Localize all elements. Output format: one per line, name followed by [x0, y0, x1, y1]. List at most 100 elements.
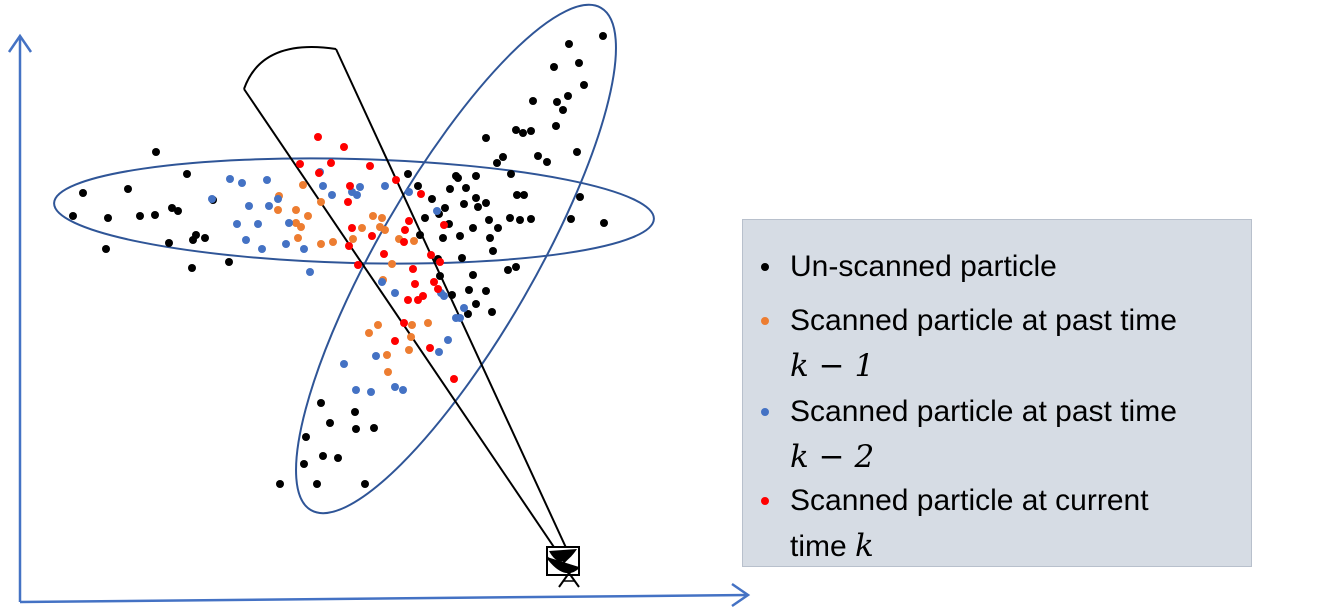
- particle-past-k2-10: [242, 236, 250, 244]
- particle-past-k2-27: [456, 314, 464, 322]
- particle-unscanned-45: [421, 214, 429, 222]
- particle-past-k1-8: [294, 234, 302, 242]
- particle-unscanned-79: [489, 247, 497, 255]
- particle-unscanned-46: [439, 234, 447, 242]
- legend-label-current-line2: time k: [790, 528, 874, 565]
- particle-past-k2-4: [263, 176, 271, 184]
- legend-math-k2: k − 2: [790, 439, 875, 475]
- particle-unscanned-0: [152, 148, 160, 156]
- particle-current-14: [368, 232, 376, 240]
- particle-unscanned-65: [576, 193, 584, 201]
- particle-past-k1-1: [299, 181, 307, 189]
- particle-past-k2-12: [282, 240, 290, 248]
- particle-unscanned-67: [600, 219, 608, 227]
- particle-past-k2-34: [367, 388, 375, 396]
- legend-label-current: Scanned particle at current: [790, 484, 1149, 517]
- particle-unscanned-35: [506, 214, 514, 222]
- particle-current-29: [426, 344, 434, 352]
- particle-unscanned-2: [124, 185, 132, 193]
- particle-current-30: [450, 375, 458, 383]
- x-axis: [19, 593, 749, 604]
- particle-current-15: [345, 242, 353, 250]
- particle-unscanned-48: [482, 134, 490, 142]
- particle-past-k2-33: [352, 386, 360, 394]
- particle-unscanned-91: [352, 425, 360, 433]
- particle-unscanned-15: [225, 258, 233, 266]
- particle-past-k1-13: [378, 214, 386, 222]
- legend-label-past-k2: Scanned particle at past time: [790, 395, 1177, 428]
- particle-unscanned-42: [474, 203, 482, 211]
- particle-past-k1-15: [381, 226, 389, 234]
- particle-current-7: [392, 176, 400, 184]
- legend-label-past-k1: Scanned particle at past time: [790, 304, 1177, 337]
- particle-past-k1-17: [410, 237, 418, 245]
- particle-past-k2-16: [319, 182, 327, 190]
- particle-past-k1-23: [407, 333, 415, 341]
- particle-unscanned-60: [565, 40, 573, 48]
- particle-unscanned-61: [575, 59, 583, 67]
- particle-past-k2-36: [399, 386, 407, 394]
- particle-unscanned-28: [493, 159, 501, 167]
- particle-past-k2-22: [405, 188, 413, 196]
- particle-past-k2-1: [226, 175, 234, 183]
- legend-dot-red: [761, 497, 769, 505]
- particle-past-k1-3: [292, 206, 300, 214]
- legend-math-k1: k − 1: [790, 348, 875, 384]
- particle-unscanned-59: [550, 63, 558, 71]
- particle-past-k2-32: [340, 360, 348, 368]
- particle-past-k1-10: [329, 238, 337, 246]
- particle-unscanned-27: [482, 199, 490, 207]
- particle-past-k1-12: [369, 212, 377, 220]
- particle-unscanned-70: [469, 271, 477, 279]
- particle-unscanned-24: [454, 174, 462, 182]
- radar-antenna-icon: [546, 546, 580, 588]
- particle-unscanned-36: [494, 224, 502, 232]
- particle-current-21: [411, 280, 419, 288]
- particle-current-25: [404, 296, 412, 304]
- particle-unscanned-85: [319, 452, 327, 460]
- particle-unscanned-73: [464, 310, 472, 318]
- particle-unscanned-53: [543, 158, 551, 166]
- particle-unscanned-26: [472, 194, 480, 202]
- legend-dot-orange: [761, 317, 769, 325]
- particle-unscanned-75: [436, 272, 444, 280]
- particle-unscanned-90: [351, 408, 359, 416]
- particle-unscanned-57: [553, 98, 561, 106]
- particle-unscanned-3: [183, 170, 191, 178]
- particle-past-k2-25: [440, 292, 448, 300]
- particle-unscanned-86: [334, 454, 342, 462]
- particle-unscanned-68: [504, 266, 512, 274]
- particle-current-11: [440, 221, 448, 229]
- particle-current-6: [366, 162, 374, 170]
- particle-unscanned-38: [469, 224, 477, 232]
- particle-current-19: [427, 251, 435, 259]
- particle-past-k2-7: [285, 219, 293, 227]
- particle-unscanned-13: [165, 239, 173, 247]
- particle-unscanned-7: [151, 211, 159, 219]
- particle-past-k1-25: [408, 321, 416, 329]
- particle-unscanned-81: [465, 286, 473, 294]
- particle-unscanned-89: [313, 480, 321, 488]
- particle-unscanned-43: [485, 216, 493, 224]
- legend-math-k: k: [855, 528, 874, 564]
- particle-past-k2-2: [238, 179, 246, 187]
- legend-label-time: time: [790, 530, 847, 563]
- particle-unscanned-55: [559, 106, 567, 114]
- particle-past-k1-21: [365, 329, 373, 337]
- particle-past-k1-11: [358, 224, 366, 232]
- particle-unscanned-71: [482, 287, 490, 295]
- particle-past-k2-23: [433, 207, 441, 215]
- particle-unscanned-84: [302, 433, 310, 441]
- particle-unscanned-83: [326, 419, 334, 427]
- particle-unscanned-56: [564, 92, 572, 100]
- particle-past-k2-30: [435, 348, 443, 356]
- particle-unscanned-69: [512, 263, 520, 271]
- particle-unscanned-82: [317, 399, 325, 407]
- particle-current-22: [430, 278, 438, 286]
- particle-past-k2-11: [258, 245, 266, 253]
- particle-unscanned-31: [513, 191, 521, 199]
- particle-past-k1-9: [317, 240, 325, 248]
- particle-past-k1-24: [424, 319, 432, 327]
- particle-unscanned-49: [512, 126, 520, 134]
- particle-past-k2-29: [444, 336, 452, 344]
